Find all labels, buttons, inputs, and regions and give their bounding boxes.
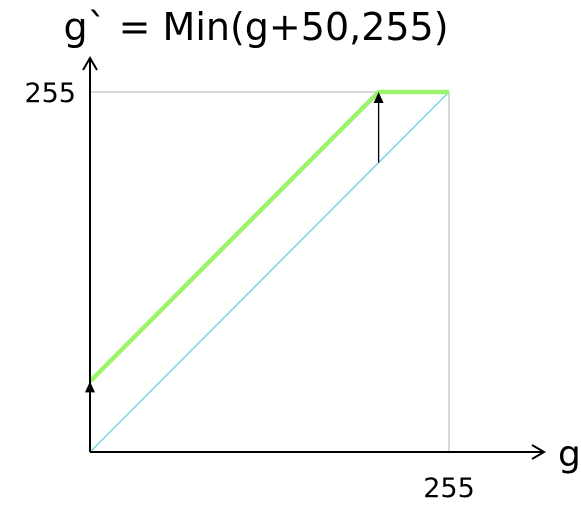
identity-line — [89, 91, 450, 453]
x-axis-arrowhead — [531, 444, 546, 460]
series-layer — [88, 89, 450, 453]
chart-title: g` = Min(g+50,255) — [63, 5, 448, 49]
y-axis-arrowhead — [82, 56, 98, 71]
x-axis-label: g — [558, 434, 581, 475]
y-tick-label-255: 255 — [24, 78, 76, 109]
mapping-line — [88, 89, 449, 384]
x-tick-label-255: 255 — [423, 473, 475, 504]
annotation-layer — [85, 92, 384, 452]
shift-arrow-2 — [373, 92, 384, 163]
shift-arrow-head — [373, 92, 384, 103]
